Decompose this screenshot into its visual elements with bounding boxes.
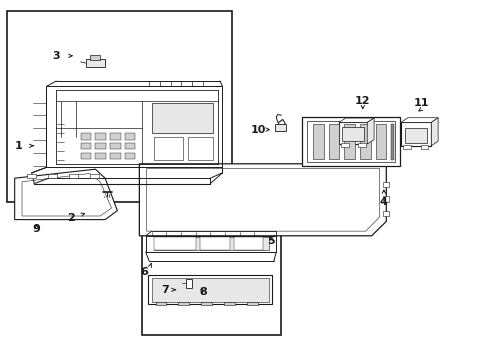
Text: 3: 3 xyxy=(52,51,60,61)
Bar xyxy=(404,128,427,143)
Bar xyxy=(7,11,232,202)
Bar xyxy=(224,302,235,305)
Bar xyxy=(154,237,195,250)
Bar xyxy=(338,122,366,144)
Bar xyxy=(200,237,229,250)
Polygon shape xyxy=(366,118,373,144)
Text: 4: 4 xyxy=(379,197,387,207)
Bar xyxy=(382,196,388,202)
Bar xyxy=(306,121,394,162)
Bar xyxy=(81,133,91,140)
Bar xyxy=(95,153,106,159)
Bar xyxy=(402,145,410,149)
Bar xyxy=(142,230,281,335)
Bar xyxy=(382,182,388,187)
Text: 6: 6 xyxy=(140,267,148,277)
Bar xyxy=(124,133,135,140)
Bar xyxy=(124,153,135,159)
Bar xyxy=(90,174,99,178)
Bar xyxy=(110,153,121,159)
Bar xyxy=(312,124,323,159)
Bar xyxy=(81,143,91,149)
Bar xyxy=(185,279,191,288)
Bar xyxy=(390,124,393,160)
Bar xyxy=(155,302,166,305)
Bar xyxy=(151,278,268,302)
Polygon shape xyxy=(139,164,386,236)
Bar xyxy=(154,137,183,160)
Bar xyxy=(178,302,189,305)
Bar xyxy=(358,143,365,147)
Bar xyxy=(85,59,105,67)
Text: 7: 7 xyxy=(161,285,169,295)
Text: 11: 11 xyxy=(413,98,428,108)
Bar xyxy=(341,143,348,147)
Bar xyxy=(342,127,363,141)
Text: 5: 5 xyxy=(267,236,275,246)
Bar xyxy=(147,275,272,304)
Bar xyxy=(328,124,339,159)
Bar xyxy=(81,153,91,159)
Text: 1: 1 xyxy=(15,141,22,151)
Bar xyxy=(382,211,388,216)
Polygon shape xyxy=(15,169,117,220)
Bar xyxy=(48,174,57,178)
Polygon shape xyxy=(430,118,437,146)
Bar xyxy=(110,133,121,140)
Text: 12: 12 xyxy=(354,96,370,106)
Bar xyxy=(247,302,258,305)
Text: 9: 9 xyxy=(33,224,41,234)
Bar xyxy=(95,143,106,149)
Text: 2: 2 xyxy=(67,213,75,223)
Bar xyxy=(154,237,268,250)
Bar xyxy=(69,174,78,178)
Bar xyxy=(188,137,212,160)
Bar xyxy=(27,174,36,178)
Bar xyxy=(110,143,121,149)
Bar xyxy=(420,145,427,149)
Bar xyxy=(359,124,370,159)
Polygon shape xyxy=(338,118,373,122)
Bar xyxy=(302,117,399,166)
Bar xyxy=(375,124,386,159)
Polygon shape xyxy=(400,118,437,122)
Bar xyxy=(95,133,106,140)
Text: 8: 8 xyxy=(199,287,206,297)
Bar xyxy=(344,124,354,159)
Bar xyxy=(233,237,263,250)
Bar xyxy=(400,122,430,146)
Bar xyxy=(151,103,212,133)
Bar xyxy=(275,124,285,131)
Bar xyxy=(90,55,100,60)
Bar xyxy=(124,143,135,149)
Text: 10: 10 xyxy=(250,125,265,135)
Bar xyxy=(201,302,212,305)
